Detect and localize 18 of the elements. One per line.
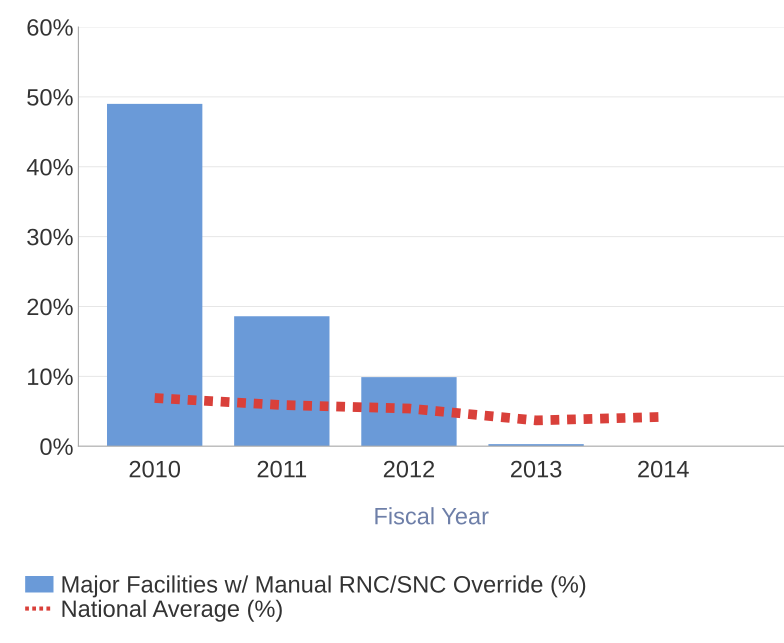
legend-label: Major Facilities w/ Manual RNC/SNC Override (%) [62,575,586,598]
bar [107,104,202,446]
y-tick-label: 40% [26,158,73,176]
x-axis-title: Fiscal Year [375,507,489,524]
x-tick-label: 2012 [384,460,434,478]
y-tick-label: 10% [28,368,73,386]
x-tick-label: 2014 [638,460,689,478]
y-tick-label: 20% [27,298,73,316]
bar [234,316,330,446]
y-tick-label: 30% [27,228,73,246]
bar [361,377,457,446]
x-tick-label: 2010 [130,460,180,478]
x-tick-label: 2011 [258,460,306,478]
y-tick-label: 0% [40,438,73,456]
y-tick-label: 50% [27,88,73,106]
y-tick-label: 60% [27,19,73,36]
legend-label: National Average (%) [62,600,282,622]
x-tick-label: 2013 [511,460,562,478]
